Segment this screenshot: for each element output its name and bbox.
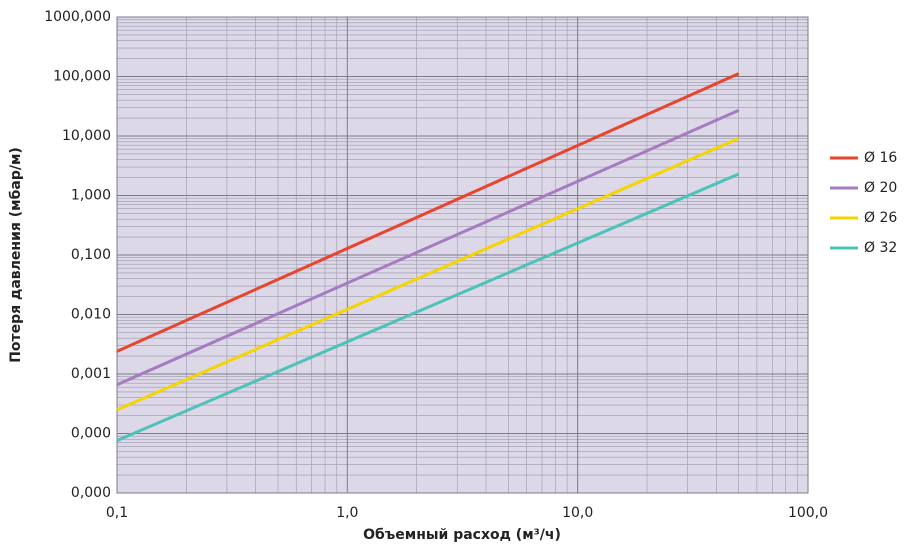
legend-label: Ø 20 bbox=[864, 180, 897, 196]
y-tick-label: 100,000 bbox=[53, 69, 111, 85]
plot-border bbox=[116, 16, 809, 494]
x-tick-label: 10,0 bbox=[562, 505, 593, 521]
y-tick-label: 1,000 bbox=[71, 188, 111, 204]
y-tick-label: 0,001 bbox=[71, 366, 111, 382]
series-line bbox=[116, 108, 740, 387]
x-axis-label: Объемный расход (м³/ч) bbox=[363, 527, 561, 543]
y-tick-label: 0,000 bbox=[71, 485, 111, 501]
series-line bbox=[116, 172, 740, 442]
y-tick-label: 0,010 bbox=[71, 307, 111, 323]
y-axis-label: Потеря давления (мбар/м) bbox=[8, 147, 24, 363]
y-tick-label: 0,100 bbox=[71, 247, 111, 263]
y-tick-label: 10,000 bbox=[62, 128, 111, 144]
legend-label: Ø 16 bbox=[864, 150, 897, 166]
legend-label: Ø 26 bbox=[864, 210, 897, 226]
x-tick-label: 0,1 bbox=[106, 505, 128, 521]
y-tick-label: 0,000 bbox=[71, 426, 111, 442]
legend-label: Ø 32 bbox=[864, 240, 897, 256]
series-line bbox=[116, 137, 740, 412]
x-tick-label: 1,0 bbox=[336, 505, 358, 521]
x-tick-label: 100,0 bbox=[788, 505, 828, 521]
y-tick-label: 1000,000 bbox=[44, 9, 111, 25]
series-line bbox=[116, 72, 740, 353]
